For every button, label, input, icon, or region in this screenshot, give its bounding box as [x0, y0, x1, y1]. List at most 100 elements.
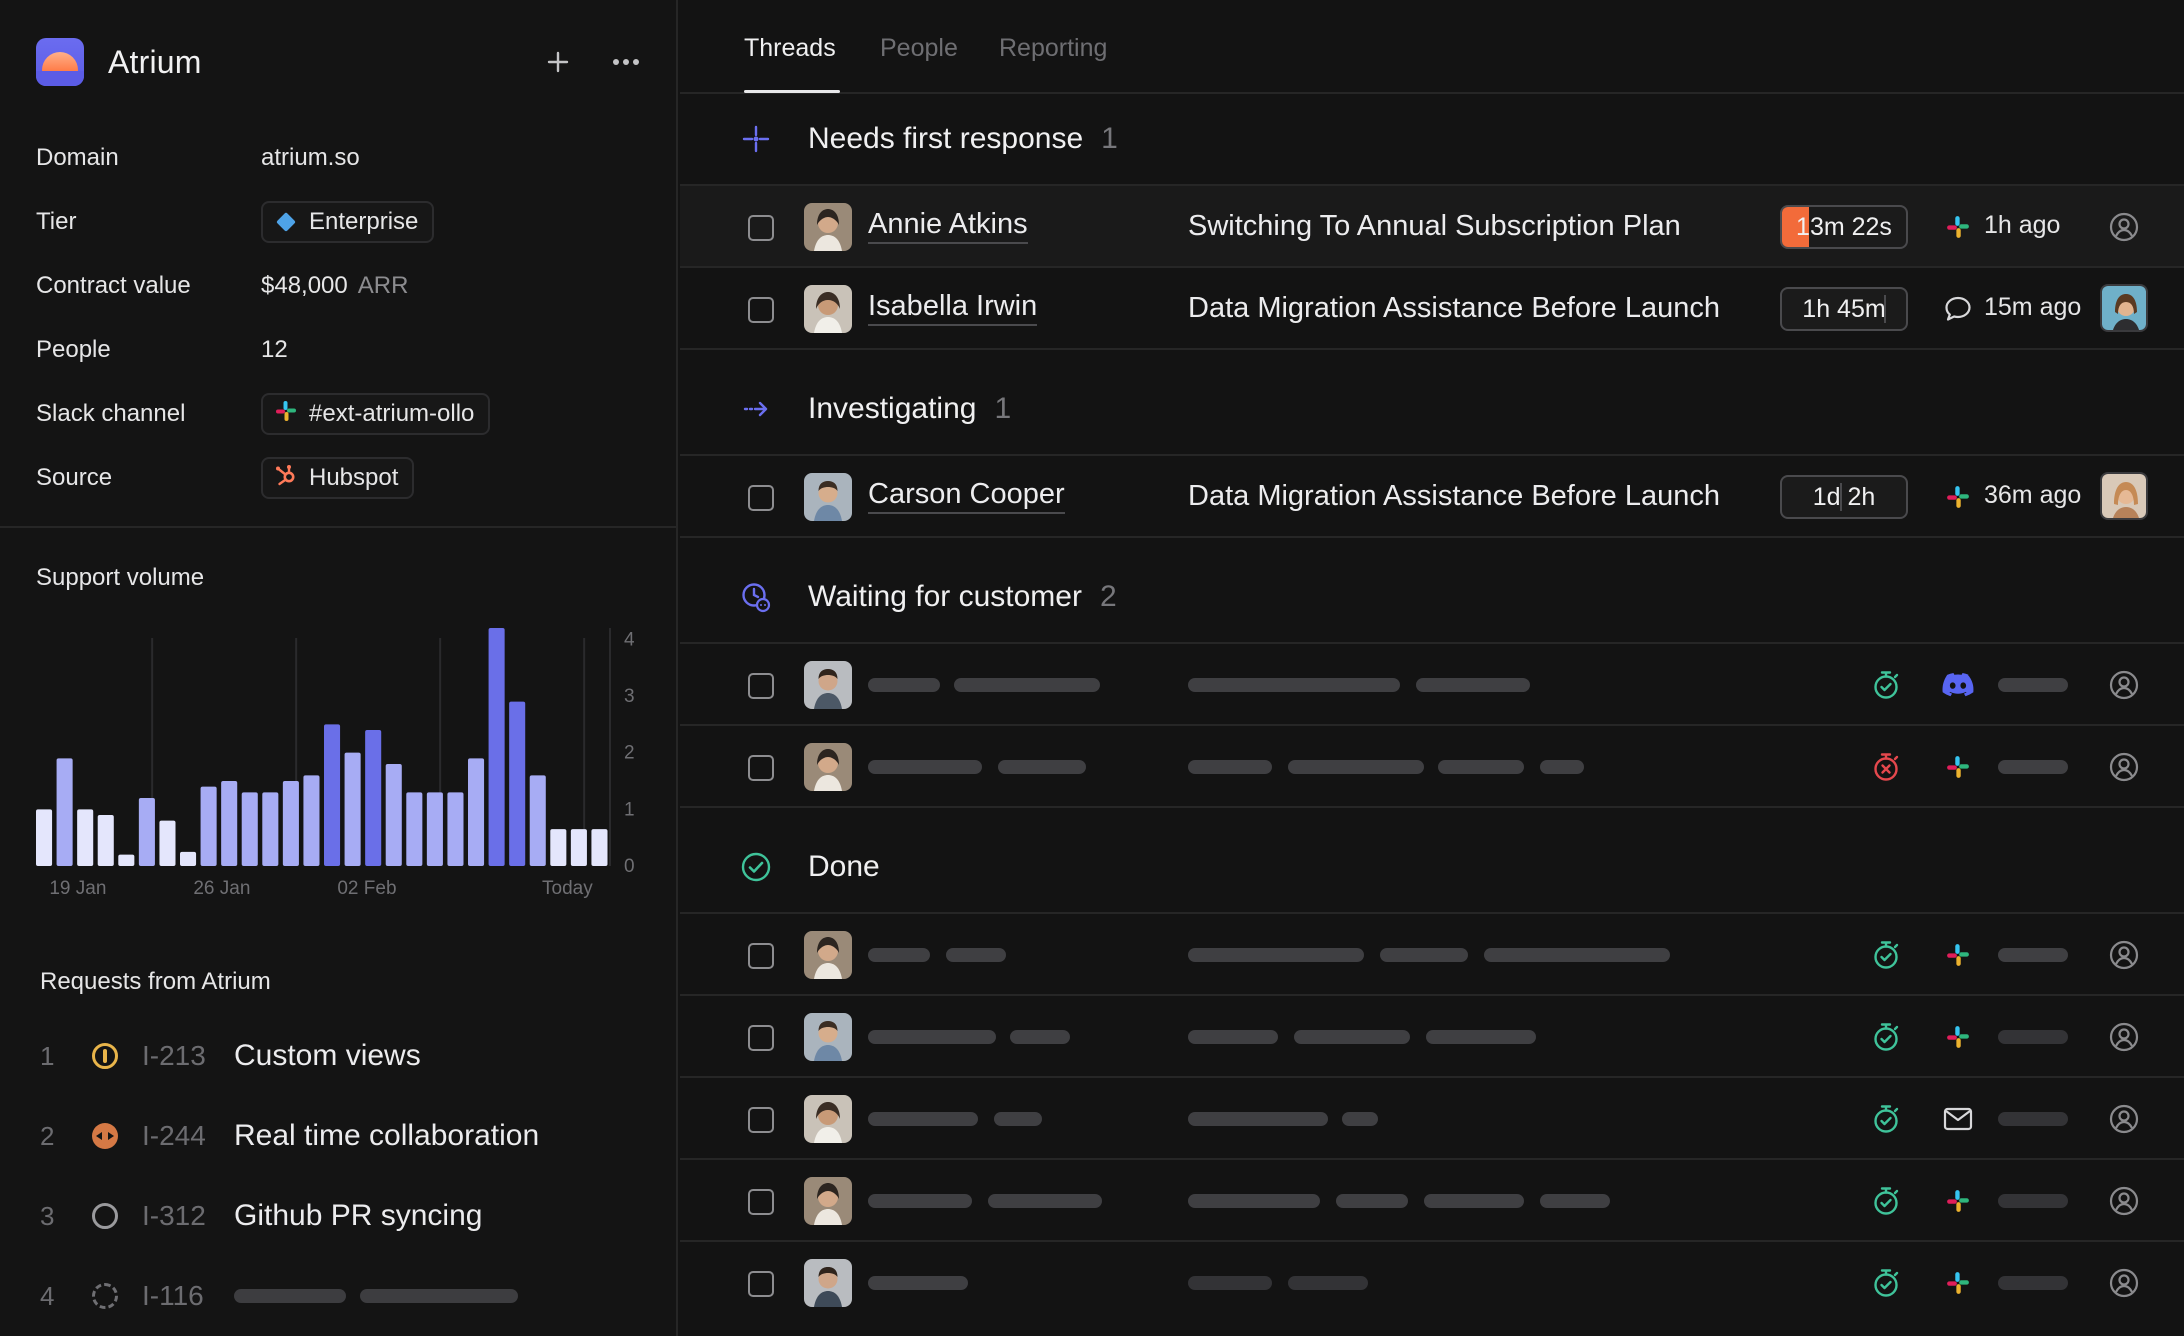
row-checkbox[interactable]	[748, 943, 774, 969]
chart-bar[interactable]	[488, 628, 505, 866]
request-item[interactable]: 3 I-312 Github PR syncing	[40, 1176, 660, 1256]
chart-bar[interactable]	[426, 792, 443, 866]
assignee-avatar[interactable]	[2100, 472, 2148, 520]
chart-bar[interactable]	[262, 792, 279, 866]
chart-bar[interactable]	[221, 781, 238, 866]
chart-bar[interactable]	[385, 764, 402, 866]
request-item[interactable]: 2 I-244 Real time collaboration	[40, 1096, 660, 1176]
request-id: I-213	[142, 1040, 206, 1071]
request-number: 1	[40, 1040, 55, 1071]
thread-row[interactable]: Carson Cooper Data Migration Assistance …	[680, 456, 2184, 538]
chart-bar[interactable]	[303, 775, 320, 866]
unassigned-user-icon[interactable]	[2108, 939, 2140, 971]
unassigned-user-icon[interactable]	[2108, 669, 2140, 701]
avatar	[804, 1013, 852, 1061]
chart-bar[interactable]	[591, 829, 608, 866]
section-investigating[interactable]: Investigating 1	[680, 364, 2184, 456]
thread-row[interactable]: Annie Atkins Switching To Annual Subscri…	[680, 186, 2184, 268]
row-checkbox[interactable]	[748, 485, 774, 511]
thread-row[interactable]	[680, 1160, 2184, 1242]
tab-reporting[interactable]: Reporting	[999, 34, 1108, 62]
row-checkbox[interactable]	[748, 1107, 774, 1133]
people-count[interactable]: 12	[261, 336, 288, 363]
thread-row[interactable]	[680, 644, 2184, 726]
chart-bar[interactable]	[570, 829, 587, 866]
chart-bar[interactable]	[36, 809, 53, 866]
contract-amount: $48,000	[261, 272, 348, 299]
chart-bar[interactable]	[406, 792, 423, 866]
unassigned-user-icon[interactable]	[2108, 751, 2140, 783]
chart-bar[interactable]	[550, 829, 567, 866]
chart-bar[interactable]	[200, 786, 217, 866]
unassigned-user-icon[interactable]	[2108, 1267, 2140, 1299]
chart-bar[interactable]	[97, 815, 114, 866]
chart-bar[interactable]	[468, 758, 485, 866]
customer-name[interactable]: Carson Cooper	[868, 478, 1065, 514]
row-checkbox[interactable]	[748, 755, 774, 781]
requests-list: 1 I-213 Custom views 2 I-244 Real time c…	[40, 1016, 660, 1336]
row-checkbox[interactable]	[748, 1189, 774, 1215]
plus-icon[interactable]	[542, 46, 574, 78]
thread-row[interactable]	[680, 1078, 2184, 1160]
chart-bar[interactable]	[159, 820, 176, 866]
request-number: 4	[40, 1280, 55, 1311]
row-checkbox[interactable]	[748, 1271, 774, 1297]
chart-bar[interactable]	[56, 758, 73, 866]
tab-threads[interactable]: Threads	[744, 34, 836, 62]
contract-value[interactable]: $48,000 ARR	[261, 272, 408, 300]
request-item[interactable]: 1 I-213 Custom views	[40, 1016, 660, 1096]
row-checkbox[interactable]	[748, 215, 774, 241]
thread-row[interactable]: Isabella Irwin Data Migration Assistance…	[680, 268, 2184, 350]
assignee-avatar[interactable]	[2100, 284, 2148, 332]
loading-placeholder	[1426, 1030, 1536, 1044]
customer-name[interactable]: Annie Atkins	[868, 208, 1028, 244]
chart-bar[interactable]	[509, 701, 526, 866]
atrium-logo-icon	[36, 38, 84, 86]
support-volume-title: Support volume	[36, 564, 205, 591]
request-item[interactable]: 4 I-116	[40, 1256, 660, 1336]
loading-placeholder	[1540, 1194, 1610, 1208]
thread-row[interactable]	[680, 1242, 2184, 1324]
slack-channel-chip[interactable]: #ext-atrium-ollo	[261, 393, 491, 435]
account-sidebar: Atrium Domain atrium.so Tier Enterprise …	[0, 0, 678, 1336]
loading-placeholder	[1380, 948, 1468, 962]
section-waiting-for-customer[interactable]: Waiting for customer 2	[680, 552, 2184, 644]
chart-bar[interactable]	[529, 775, 546, 866]
unassigned-user-icon[interactable]	[2108, 211, 2140, 243]
domain-value[interactable]: atrium.so	[261, 144, 360, 171]
chart-bar[interactable]	[118, 854, 135, 866]
section-needs-first-response[interactable]: Needs first response 1	[680, 94, 2184, 186]
property-label: Slack channel	[36, 400, 186, 427]
row-checkbox[interactable]	[748, 297, 774, 323]
row-checkbox[interactable]	[748, 1025, 774, 1051]
chart-bar[interactable]	[324, 724, 341, 866]
row-checkbox[interactable]	[748, 673, 774, 699]
thread-row[interactable]	[680, 726, 2184, 808]
chart-bar[interactable]	[344, 752, 361, 866]
contract-suffix: ARR	[357, 272, 409, 299]
chart-bar[interactable]	[138, 798, 155, 866]
tier-chip[interactable]: Enterprise	[261, 201, 435, 243]
chart-bar[interactable]	[180, 851, 197, 866]
loading-placeholder	[1188, 1276, 1272, 1290]
property-label: Contract value	[36, 272, 191, 299]
waiting-clock-icon	[740, 581, 772, 613]
slack-icon	[1942, 211, 1974, 243]
chart-bar[interactable]	[282, 781, 299, 866]
chart-bar[interactable]	[365, 730, 382, 866]
loading-placeholder	[360, 1289, 518, 1303]
customer-name[interactable]: Isabella Irwin	[868, 290, 1038, 326]
unassigned-user-icon[interactable]	[2108, 1185, 2140, 1217]
tab-people[interactable]: People	[880, 34, 958, 62]
chart-bar[interactable]	[77, 809, 94, 866]
section-done[interactable]: Done	[680, 822, 2184, 914]
ellipsis-icon[interactable]	[610, 46, 642, 78]
unassigned-user-icon[interactable]	[2108, 1103, 2140, 1135]
unassigned-user-icon[interactable]	[2108, 1021, 2140, 1053]
chart-bar[interactable]	[447, 792, 464, 866]
source-chip[interactable]: Hubspot	[261, 457, 415, 499]
thread-row[interactable]	[680, 996, 2184, 1078]
thread-row[interactable]	[680, 914, 2184, 996]
chart-bar[interactable]	[241, 792, 258, 866]
backlog-status-icon	[92, 1283, 118, 1309]
